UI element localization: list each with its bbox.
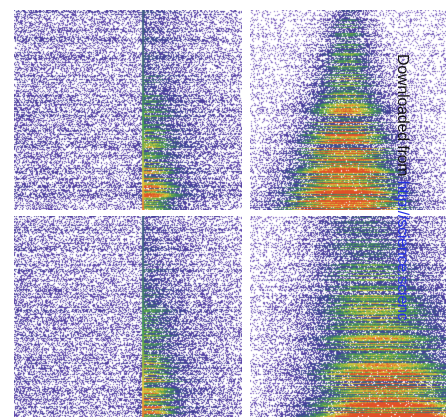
bottom-left-heatmap	[14, 216, 242, 417]
watermark-link[interactable]: http://science.scienc	[394, 180, 411, 321]
bottom-left-heatmap-canvas	[14, 216, 242, 417]
top-right-heatmap-canvas	[250, 10, 446, 210]
bottom-right-heatmap-canvas	[250, 216, 446, 417]
top-left-heatmap	[14, 10, 242, 210]
watermark-prefix: Downloaded from	[394, 54, 411, 181]
top-right-heatmap	[250, 10, 446, 210]
bottom-right-heatmap	[250, 216, 446, 417]
top-left-heatmap-canvas	[14, 10, 242, 210]
download-watermark: Downloaded from http://science.scienc	[392, 54, 412, 417]
